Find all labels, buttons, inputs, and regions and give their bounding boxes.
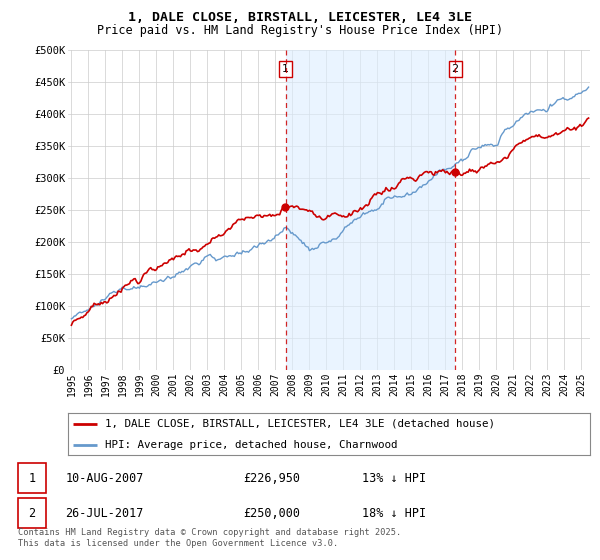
Bar (286, 50, 455, 370)
Text: 1, DALE CLOSE, BIRSTALL, LEICESTER, LE4 3LE: 1, DALE CLOSE, BIRSTALL, LEICESTER, LE4 … (128, 11, 472, 24)
Text: 1: 1 (282, 64, 289, 74)
Text: 2: 2 (452, 64, 459, 74)
Text: 10-AUG-2007: 10-AUG-2007 (65, 472, 144, 485)
FancyBboxPatch shape (18, 464, 46, 493)
Text: 18% ↓ HPI: 18% ↓ HPI (362, 507, 427, 520)
Text: £250,000: £250,000 (244, 507, 301, 520)
FancyBboxPatch shape (18, 498, 46, 528)
Text: Contains HM Land Registry data © Crown copyright and database right 2025.
This d: Contains HM Land Registry data © Crown c… (18, 528, 401, 548)
Text: 1, DALE CLOSE, BIRSTALL, LEICESTER, LE4 3LE (detached house): 1, DALE CLOSE, BIRSTALL, LEICESTER, LE4 … (104, 418, 494, 428)
Text: 2: 2 (29, 507, 35, 520)
Text: Price paid vs. HM Land Registry's House Price Index (HPI): Price paid vs. HM Land Registry's House … (97, 24, 503, 36)
Text: 26-JUL-2017: 26-JUL-2017 (65, 507, 144, 520)
Text: 13% ↓ HPI: 13% ↓ HPI (362, 472, 427, 485)
Text: £226,950: £226,950 (244, 472, 301, 485)
Text: HPI: Average price, detached house, Charnwood: HPI: Average price, detached house, Char… (104, 440, 397, 450)
Text: 1: 1 (29, 472, 35, 485)
